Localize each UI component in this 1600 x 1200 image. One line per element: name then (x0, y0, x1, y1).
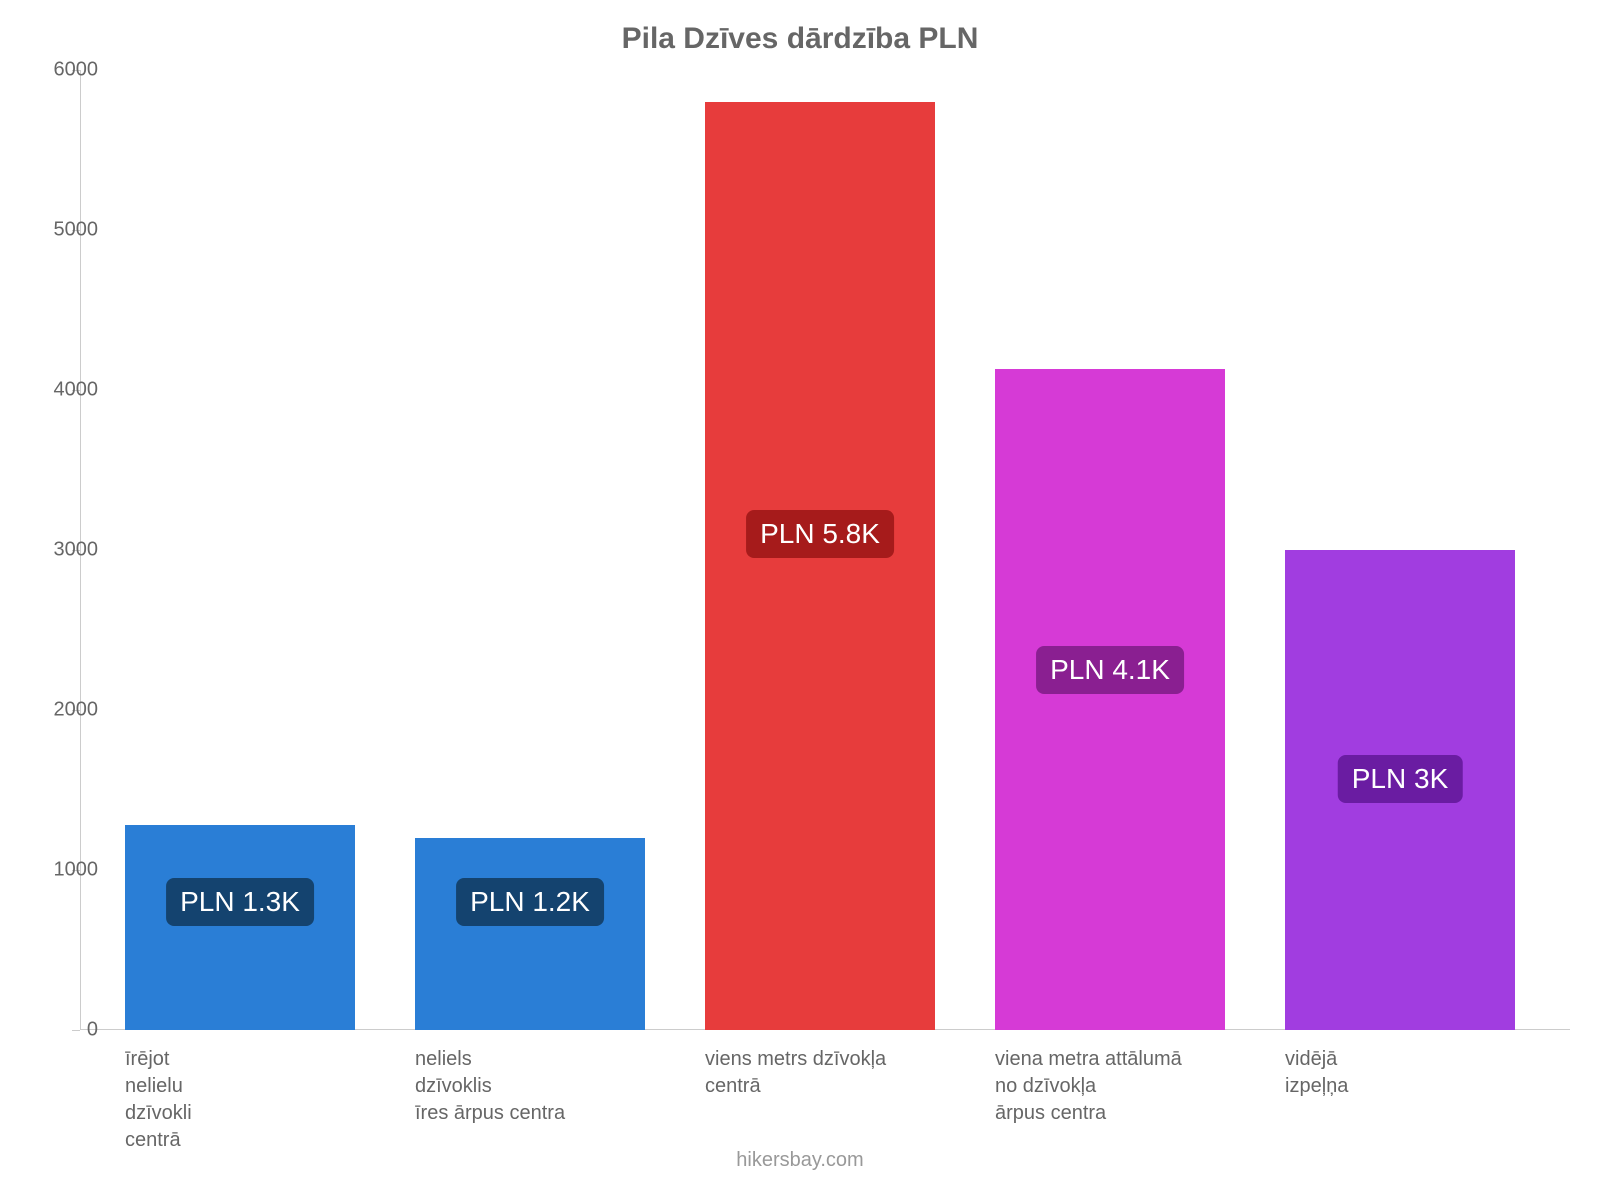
chart-title: Pila Dzīves dārdzība PLN (0, 22, 1600, 56)
bar-value-badge: PLN 1.3K (166, 878, 314, 926)
y-tick-label: 1000 (28, 859, 98, 882)
bar: PLN 4.1K (995, 369, 1225, 1030)
bar-value-badge: PLN 4.1K (1036, 646, 1184, 694)
x-axis-category-label: īrējot nelielu dzīvokli centrā (125, 1046, 395, 1154)
y-tick-label: 6000 (28, 59, 98, 82)
x-axis-category-label: viens metrs dzīvokļa centrā (705, 1046, 975, 1100)
x-axis-category-label: neliels dzīvoklis īres ārpus centra (415, 1046, 685, 1127)
y-tick-label: 4000 (28, 379, 98, 402)
bar-value-badge: PLN 5.8K (746, 510, 894, 558)
bar: PLN 5.8K (705, 102, 935, 1030)
y-tick-label: 5000 (28, 219, 98, 242)
cost-of-living-chart: Pila Dzīves dārdzība PLN PLN 1.3Kīrējot … (0, 0, 1600, 1200)
bar: PLN 1.2K (415, 838, 645, 1030)
chart-footer: hikersbay.com (0, 1149, 1600, 1172)
plot-area: PLN 1.3Kīrējot nelielu dzīvokli centrāPL… (80, 70, 1570, 1030)
y-tick-label: 0 (28, 1019, 98, 1042)
y-tick-label: 3000 (28, 539, 98, 562)
x-axis-category-label: vidējā izpeļņa (1285, 1046, 1555, 1100)
bar-value-badge: PLN 1.2K (456, 878, 604, 926)
bar-value-badge: PLN 3K (1338, 755, 1463, 803)
bar: PLN 3K (1285, 550, 1515, 1030)
y-tick-label: 2000 (28, 699, 98, 722)
x-axis-category-label: viena metra attālumā no dzīvokļa ārpus c… (995, 1046, 1265, 1127)
bar: PLN 1.3K (125, 825, 355, 1030)
